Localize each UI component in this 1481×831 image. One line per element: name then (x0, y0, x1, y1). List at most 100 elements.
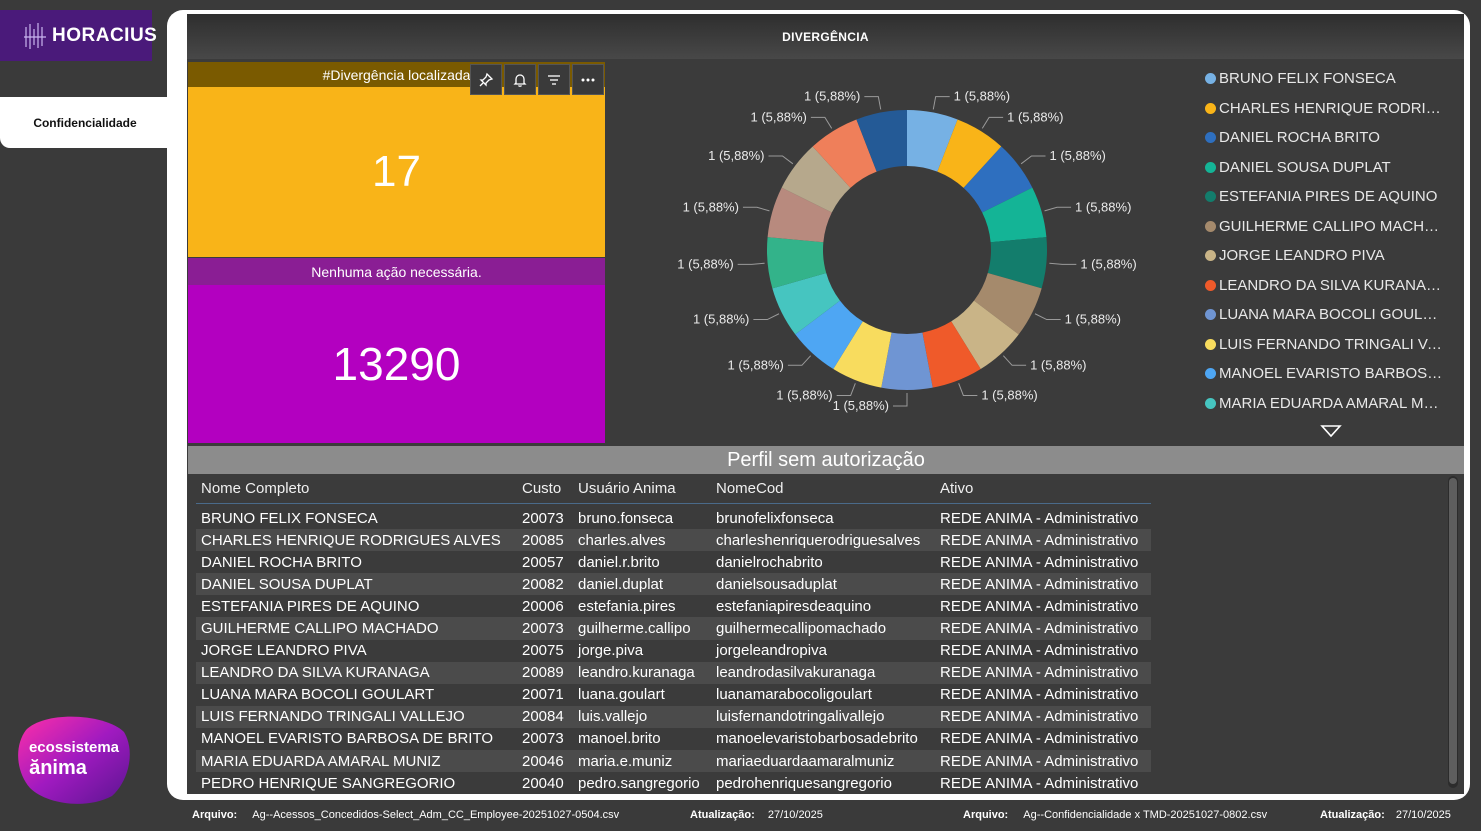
donut-slice[interactable] (963, 146, 1033, 213)
legend-label: MARIA EDUARDA AMARAL MUNIZ (1219, 394, 1447, 412)
table-row[interactable]: DANIEL ROCHA BRITO 20057 daniel.r.brito dan… (196, 551, 1151, 573)
filter-icon[interactable] (538, 64, 570, 95)
cell-nome: DANIEL SOUSA DUPLAT (201, 575, 373, 593)
slice-data-label: 1 (5,88%) (1075, 199, 1131, 214)
cell-ativo: REDE ANIMA - Administrativo (940, 531, 1139, 549)
donut-slice[interactable] (881, 332, 933, 391)
legend-item[interactable]: MARIA EDUARDA AMARAL MUNIZ (1205, 389, 1455, 419)
legend-dot-icon (1205, 220, 1216, 232)
donut-slice[interactable] (951, 300, 1019, 370)
cell-custo: 20084 (522, 708, 564, 726)
cell-usuario: leandro.kuranaga (578, 664, 695, 682)
slice-leader-line (932, 96, 950, 110)
donut-slice[interactable] (767, 187, 832, 243)
donut-slice[interactable] (987, 237, 1047, 289)
legend-item[interactable]: BRUNO FELIX FONSECA (1205, 64, 1455, 94)
cell-nomecod: leandrodasilvakuranaga (716, 664, 876, 682)
col-header-ativo[interactable]: Ativo (940, 480, 974, 497)
table-row[interactable]: MARIA EDUARDA AMARAL MUNIZ 20046 maria.e.m… (196, 750, 1151, 773)
legend-dot-icon (1205, 191, 1216, 203)
slice-data-label: 1 (5,88%) (751, 109, 807, 124)
donut-chart[interactable]: 1 (5,88%)1 (5,88%)1 (5,88%)1 (5,88%)1 (5… (606, 60, 1201, 445)
legend-item[interactable]: GUILHERME CALLIPO MACHADO (1205, 212, 1455, 242)
donut-slice[interactable] (795, 300, 863, 370)
cell-nomecod: guilhermecallipomachado (716, 620, 887, 638)
cell-usuario: maria.e.muniz (578, 752, 673, 770)
legend-dot-icon (1205, 338, 1216, 350)
legend-label: LEANDRO DA SILVA KURANAGA (1219, 276, 1447, 294)
cell-custo: 20006 (522, 597, 564, 615)
donut-slice[interactable] (937, 119, 1002, 188)
table-row[interactable]: BRUNO FELIX FONSECA 20073 bruno.fonseca bru… (196, 507, 1151, 529)
donut-slice[interactable] (982, 187, 1047, 243)
cell-custo: 20073 (522, 509, 564, 527)
cell-nome: PEDRO HENRIQUE SANGREGORIO (201, 774, 456, 792)
legend-item[interactable]: DANIEL SOUSA DUPLAT (1205, 153, 1455, 183)
col-header-custo[interactable]: Custo (522, 480, 562, 497)
footer-file2: Arquivo: Ag--Confidencialidade x TMD-202… (963, 809, 1267, 821)
table-row[interactable]: LUANA MARA BOCOLI GOULART 20071 luana.goul… (196, 684, 1151, 706)
cell-nomecod: luisfernandotringalivallejo (716, 708, 885, 726)
table-row[interactable]: LUIS FERNANDO TRINGALI VALLEJO 20084 luis.… (196, 705, 1151, 728)
table-row[interactable]: ESTEFANIA PIRES DE AQUINO 20006 estefania.… (196, 595, 1151, 617)
donut-slice[interactable] (767, 237, 827, 289)
cell-nome: BRUNO FELIX FONSECA (201, 509, 378, 527)
slice-leader-line (737, 262, 765, 265)
legend-more-icon[interactable] (1320, 424, 1342, 438)
cell-nome: LEANDRO DA SILVA KURANAGA (201, 664, 430, 682)
visual-toolbar (470, 64, 604, 95)
legend-dot-icon (1205, 73, 1216, 85)
donut-slice[interactable] (833, 321, 892, 388)
more-icon[interactable] (572, 64, 604, 95)
table-title: Perfil sem autorização (188, 446, 1464, 474)
cell-nomecod: danielrochabrito (716, 553, 823, 571)
cell-ativo: REDE ANIMA - Administrativo (940, 686, 1139, 704)
donut-slice[interactable] (907, 110, 958, 172)
table-row[interactable]: LEANDRO DA SILVA KURANAGA 20089 leandro.ku… (196, 661, 1151, 684)
pin-icon[interactable] (470, 64, 502, 95)
table-row[interactable]: MANOEL EVARISTO BARBOSA DE BRITO 20073 man… (196, 728, 1151, 750)
table-row[interactable]: CHARLES HENRIQUE RODRIGUES ALVES 20085 cha… (196, 529, 1151, 552)
table-row[interactable]: JORGE LEANDRO PIVA 20075 jorge.piva jorgele… (196, 640, 1151, 662)
table-row[interactable]: GUILHERME CALLIPO MACHADO 20073 guilherme.… (196, 617, 1151, 640)
donut-slice[interactable] (812, 119, 877, 188)
col-header-usuario[interactable]: Usuário Anima (578, 480, 676, 497)
legend-item[interactable]: JORGE LEANDRO PIVA (1205, 241, 1455, 271)
legend-item[interactable]: LUANA MARA BOCOLI GOULART (1205, 300, 1455, 330)
footer-update1-value: 27/10/2025 (767, 809, 823, 821)
table-row[interactable]: PEDRO HENRIQUE SANGREGORIO 20040 pedro.san… (196, 772, 1151, 794)
kpi-nenhuma-value[interactable]: 13290 (188, 285, 605, 443)
cell-nomecod: jorgeleandropiva (716, 642, 827, 660)
table-scroll-thumb[interactable] (1449, 478, 1457, 784)
kpi-divergencia-value[interactable]: 17 (188, 87, 605, 257)
donut-slice[interactable] (922, 321, 981, 388)
cell-ativo: REDE ANIMA - Administrativo (940, 642, 1139, 660)
bell-icon[interactable] (504, 64, 536, 95)
slice-data-label: 1 (5,88%) (776, 387, 832, 402)
cell-custo: 20073 (522, 730, 564, 748)
donut-slice[interactable] (772, 272, 840, 335)
legend-item[interactable]: LUIS FERNANDO TRINGALI VALLEJO (1205, 330, 1455, 360)
donut-slice[interactable] (974, 272, 1042, 335)
legend-item[interactable]: DANIEL ROCHA BRITO (1205, 123, 1455, 153)
slice-leader-line (1049, 262, 1077, 265)
slice-data-label: 1 (5,88%) (1049, 148, 1105, 163)
legend-item[interactable]: ESTEFANIA PIRES DE AQUINO (1205, 182, 1455, 212)
legend-item[interactable]: CHARLES HENRIQUE RODRIGUES ALVES (1205, 94, 1455, 124)
slice-leader-line (1002, 355, 1027, 366)
cell-nome: MANOEL EVARISTO BARBOSA DE BRITO (201, 730, 494, 748)
slice-leader-line (981, 116, 1004, 129)
table-row[interactable]: DANIEL SOUSA DUPLAT 20082 daniel.duplat dan… (196, 573, 1151, 596)
legend-item[interactable]: MANOEL EVARISTO BARBOSA DE BRITO (1205, 359, 1455, 389)
col-header-nome[interactable]: Nome Completo (201, 480, 310, 497)
horacius-logo[interactable]: HORACIUS (0, 10, 157, 61)
cell-custo: 20089 (522, 664, 564, 682)
donut-slice[interactable] (856, 110, 907, 172)
legend-label: LUANA MARA BOCOLI GOULART (1219, 306, 1447, 324)
donut-slice[interactable] (781, 146, 851, 213)
col-header-nomecod[interactable]: NomeCod (716, 480, 784, 497)
cell-ativo: REDE ANIMA - Administrativo (940, 553, 1139, 571)
nav-tab-confidencialidade[interactable]: Confidencialidade (0, 97, 170, 148)
legend-item[interactable]: LEANDRO DA SILVA KURANAGA (1205, 271, 1455, 301)
legend-dot-icon (1205, 279, 1216, 291)
